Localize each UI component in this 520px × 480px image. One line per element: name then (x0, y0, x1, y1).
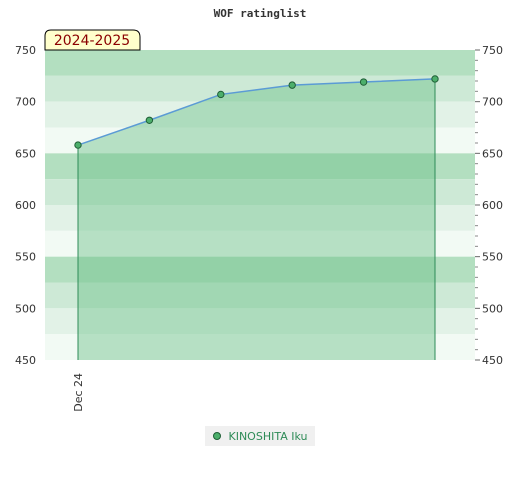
data-point (359, 78, 368, 86)
y-tick-label-left: 500 (15, 302, 36, 315)
grid-band (45, 334, 475, 360)
y-tick-label-left: 750 (15, 44, 36, 57)
y-tick-label-right: 750 (482, 44, 503, 57)
y-tick-label-right: 500 (482, 302, 503, 315)
series-line (77, 78, 436, 146)
grid-band (45, 205, 475, 231)
series-markers (74, 75, 439, 149)
period-badge-text: 2024-2025 (54, 33, 130, 49)
data-point (145, 116, 154, 124)
period-badge: 2024-2025 (44, 29, 141, 51)
legend-marker-icon (212, 432, 221, 440)
grid-band (45, 230, 475, 257)
x-tick-label: Dec 24 (72, 373, 85, 412)
y-tick-label-left: 550 (15, 251, 36, 264)
y-tick-label-left: 600 (15, 199, 36, 212)
grid-band (45, 179, 475, 205)
grid-band (45, 50, 475, 76)
data-point (288, 81, 296, 89)
grid-band (45, 101, 475, 128)
chart-title: WOF ratinglist (214, 7, 307, 20)
series-area (77, 78, 436, 360)
y-tick-label-right: 700 (482, 96, 503, 109)
data-point (217, 90, 225, 99)
y-tick-label-left: 450 (15, 354, 36, 367)
y-tick-label-right: 600 (482, 199, 503, 212)
y-tick-label-left: 700 (15, 96, 36, 109)
legend: KINOSHITA Iku (205, 426, 315, 446)
grid-band (45, 256, 475, 283)
legend-label: KINOSHITA Iku (228, 429, 308, 443)
y-axis-right: 450 500 550 600 650 700 750 (475, 44, 503, 367)
data-point (431, 75, 439, 83)
data-point (74, 141, 82, 149)
y-axis-left: 450 500 550 600 650 700 750 (15, 44, 36, 367)
grid-band (45, 282, 475, 309)
y-tick-label-left: 650 (15, 147, 36, 160)
grid-band (45, 308, 475, 335)
grid-band (45, 153, 475, 180)
series-fill-area (78, 78, 435, 360)
y-tick-label-right: 450 (482, 354, 503, 367)
y-tick-label-right: 650 (482, 147, 503, 160)
y-tick-label-right: 550 (482, 251, 503, 264)
